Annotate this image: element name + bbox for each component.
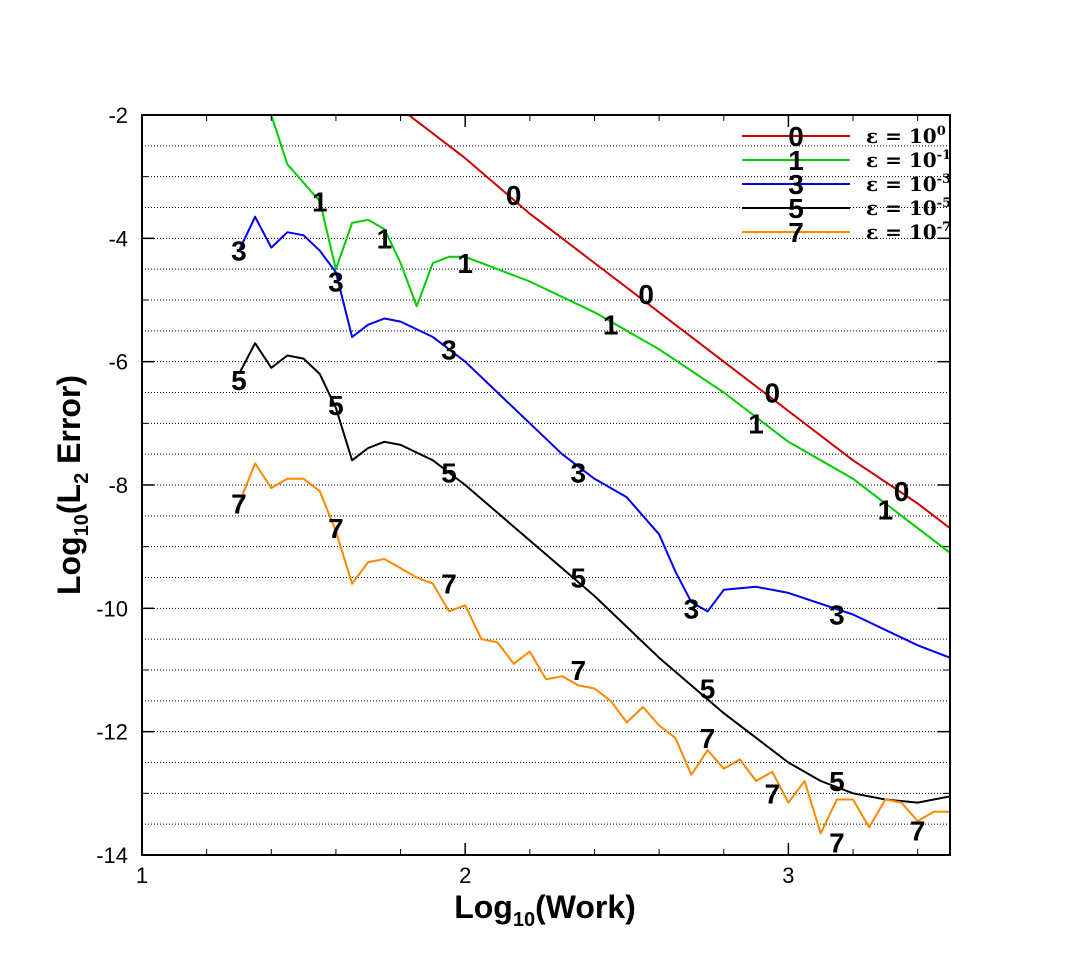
curve-label-3: 3 <box>684 593 700 624</box>
curve-label-3: 3 <box>328 267 344 298</box>
series-line-3 <box>238 215 950 659</box>
grid-lines <box>142 145 950 825</box>
series-line-5 <box>238 342 950 804</box>
curve-label-0: 0 <box>894 476 910 507</box>
curve-label-5: 5 <box>328 390 344 421</box>
y-tick-label: -12 <box>96 720 128 745</box>
curve-label-3: 3 <box>571 458 587 489</box>
curve-label-1: 1 <box>312 186 328 217</box>
x-tick-label: 1 <box>136 863 148 888</box>
legend-epsilon-1: ε = 10-1 <box>866 148 951 172</box>
curve-label-7: 7 <box>910 815 926 846</box>
curve-label-5: 5 <box>700 674 716 705</box>
series-line-7 <box>238 462 950 835</box>
y-tick-label: -4 <box>108 226 128 251</box>
y-axis-title: Log10(L2 Error) <box>51 375 93 595</box>
curve-label-0: 0 <box>638 279 654 310</box>
curve-label-0: 0 <box>506 180 522 211</box>
curve-label-5: 5 <box>231 365 247 396</box>
curve-label-1: 1 <box>878 495 894 526</box>
curve-label-3: 3 <box>829 600 845 631</box>
legend-label-3: 3 <box>788 169 804 200</box>
legend-epsilon-7: ε = 10-7 <box>866 220 951 244</box>
curve-label-1: 1 <box>748 408 764 439</box>
curve-label-7: 7 <box>700 723 716 754</box>
legend-label-0: 0 <box>788 121 804 152</box>
curve-label-5: 5 <box>441 458 457 489</box>
curve-label-1: 1 <box>457 248 473 279</box>
legend-label-1: 1 <box>788 145 804 176</box>
curve-label-7: 7 <box>328 513 344 544</box>
y-tick-label: -10 <box>96 596 128 621</box>
axis-ticks: -2 -4 -6 -8 -10 -12 -14 1 2 3 <box>96 103 950 888</box>
curve-label-7: 7 <box>764 778 780 809</box>
curve-label-3: 3 <box>441 334 457 365</box>
legend-epsilon-5: ε = 10-5 <box>866 196 951 220</box>
y-tick-label: -14 <box>96 843 128 868</box>
curve-label-7: 7 <box>571 655 587 686</box>
y-tick-label: -8 <box>108 473 128 498</box>
y-tick-label: -2 <box>108 103 128 128</box>
curve-label-7: 7 <box>829 828 845 859</box>
legend: 0 ε = 100 1 ε = 10-1 3 ε = 10-3 5 ε = 10-5 7 ε = … <box>742 121 951 248</box>
x-axis-title: Log10(Work) <box>454 889 636 931</box>
legend-label-5: 5 <box>788 193 804 224</box>
series-lines <box>238 115 950 835</box>
curve-label-0: 0 <box>764 378 780 409</box>
curve-label-3: 3 <box>231 236 247 267</box>
legend-label-7: 7 <box>788 217 804 248</box>
curve-label-1: 1 <box>377 223 393 254</box>
legend-epsilon-3: ε = 10-3 <box>866 172 951 196</box>
legend-epsilon-0: ε = 100 <box>866 124 946 148</box>
x-tick-label: 3 <box>782 863 794 888</box>
series-line-0 <box>407 115 950 529</box>
curve-label-7: 7 <box>441 569 457 600</box>
series-line-1 <box>270 115 950 554</box>
curve-label-7: 7 <box>231 489 247 520</box>
curve-label-1: 1 <box>603 310 619 341</box>
curve-label-5: 5 <box>571 563 587 594</box>
curve-label-5: 5 <box>829 766 845 797</box>
y-tick-label: -6 <box>108 350 128 375</box>
x-tick-label: 2 <box>459 863 471 888</box>
